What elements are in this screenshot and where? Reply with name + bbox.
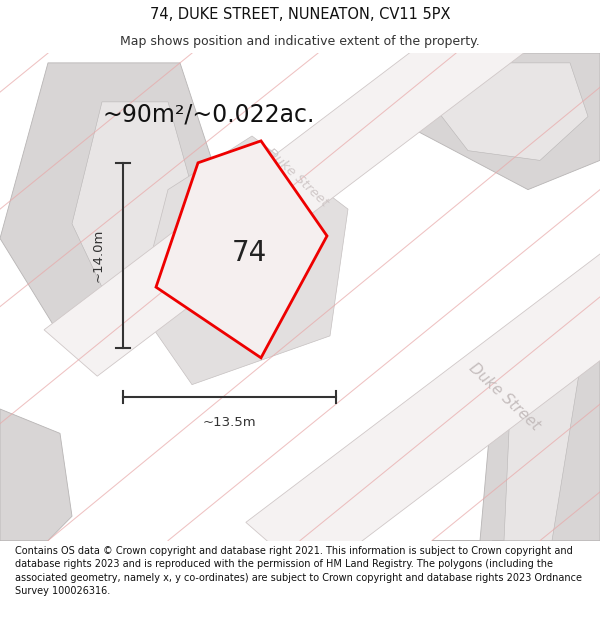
Polygon shape (138, 136, 348, 384)
Polygon shape (438, 63, 588, 161)
Polygon shape (432, 316, 600, 541)
Polygon shape (492, 331, 582, 541)
Polygon shape (408, 53, 600, 189)
Polygon shape (0, 409, 72, 541)
Text: ~13.5m: ~13.5m (203, 416, 256, 429)
Polygon shape (0, 63, 228, 336)
Text: 74, DUKE STREET, NUNEATON, CV11 5PX: 74, DUKE STREET, NUNEATON, CV11 5PX (150, 8, 450, 22)
Text: Contains OS data © Crown copyright and database right 2021. This information is : Contains OS data © Crown copyright and d… (15, 546, 582, 596)
Text: Map shows position and indicative extent of the property.: Map shows position and indicative extent… (120, 35, 480, 48)
Text: 74: 74 (232, 239, 266, 267)
Text: ~14.0m: ~14.0m (92, 229, 105, 282)
Polygon shape (72, 102, 198, 287)
Text: Duke Street: Duke Street (263, 146, 331, 209)
Text: Duke Street: Duke Street (466, 360, 542, 433)
Polygon shape (44, 0, 580, 376)
Polygon shape (246, 190, 600, 579)
Text: ~90m²/~0.022ac.: ~90m²/~0.022ac. (102, 102, 314, 126)
Polygon shape (156, 141, 327, 358)
